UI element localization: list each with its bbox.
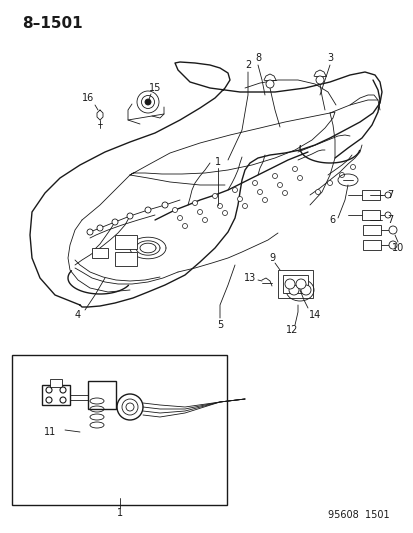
Circle shape: [339, 173, 344, 177]
Circle shape: [172, 207, 177, 213]
Circle shape: [242, 204, 247, 208]
Circle shape: [60, 397, 66, 403]
Circle shape: [295, 279, 305, 289]
Circle shape: [384, 212, 390, 218]
Circle shape: [87, 229, 93, 235]
Bar: [115, 235, 137, 249]
Circle shape: [350, 165, 355, 169]
Circle shape: [277, 182, 282, 188]
Circle shape: [46, 387, 52, 393]
Circle shape: [60, 387, 66, 393]
Circle shape: [97, 225, 103, 231]
Circle shape: [315, 190, 320, 195]
Circle shape: [177, 215, 182, 221]
Circle shape: [388, 226, 396, 234]
Bar: [50, 379, 62, 387]
Circle shape: [388, 241, 396, 249]
Circle shape: [300, 285, 310, 295]
Bar: [282, 275, 307, 293]
Bar: [42, 385, 70, 405]
Text: 15: 15: [148, 83, 161, 93]
Circle shape: [282, 190, 287, 196]
Bar: [12, 355, 226, 505]
Bar: [362, 225, 380, 235]
Text: 6: 6: [328, 215, 334, 225]
Text: 1: 1: [116, 508, 123, 518]
Circle shape: [145, 207, 151, 213]
Text: 14: 14: [308, 310, 320, 320]
Text: 5: 5: [216, 320, 223, 330]
Circle shape: [127, 213, 133, 219]
Text: 2: 2: [244, 60, 251, 70]
Circle shape: [257, 190, 262, 195]
Text: 11: 11: [44, 427, 56, 437]
Text: 8–1501: 8–1501: [22, 16, 83, 31]
Circle shape: [46, 397, 52, 403]
Circle shape: [384, 192, 390, 198]
Circle shape: [182, 223, 187, 229]
Text: 1: 1: [214, 157, 221, 167]
Bar: [88, 381, 116, 409]
Bar: [277, 270, 312, 298]
Circle shape: [272, 174, 277, 179]
Text: 13: 13: [243, 273, 256, 283]
Bar: [362, 240, 380, 250]
Text: 10: 10: [391, 243, 403, 253]
Text: 9: 9: [268, 253, 274, 263]
Circle shape: [297, 175, 302, 181]
Ellipse shape: [145, 99, 151, 105]
Circle shape: [212, 193, 217, 198]
Circle shape: [315, 76, 323, 84]
Circle shape: [288, 285, 298, 295]
Circle shape: [217, 204, 222, 208]
Circle shape: [327, 181, 332, 185]
Circle shape: [192, 200, 197, 206]
Circle shape: [262, 198, 267, 203]
Circle shape: [161, 202, 168, 208]
Text: 12: 12: [285, 325, 297, 335]
Circle shape: [222, 211, 227, 215]
Bar: [92, 248, 108, 258]
Text: 4: 4: [75, 310, 81, 320]
Text: 3: 3: [326, 53, 332, 63]
Text: 8: 8: [254, 53, 261, 63]
Circle shape: [292, 166, 297, 172]
Circle shape: [202, 217, 207, 222]
Bar: [115, 252, 137, 266]
Circle shape: [252, 181, 257, 185]
Circle shape: [237, 197, 242, 201]
Circle shape: [266, 80, 273, 88]
Text: 7: 7: [386, 215, 392, 225]
Bar: [361, 210, 379, 220]
Bar: [361, 190, 379, 200]
Text: 7: 7: [386, 190, 392, 200]
Circle shape: [197, 209, 202, 214]
Text: 95608  1501: 95608 1501: [328, 510, 389, 520]
Circle shape: [232, 188, 237, 192]
Circle shape: [284, 279, 294, 289]
Circle shape: [112, 219, 118, 225]
Text: 16: 16: [82, 93, 94, 103]
